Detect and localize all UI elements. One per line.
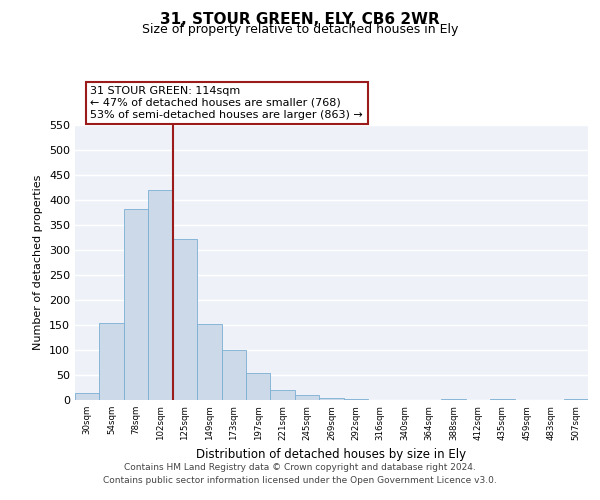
Bar bbox=[344, 399, 368, 400]
Bar bbox=[271, 390, 295, 400]
Bar bbox=[490, 398, 515, 400]
Bar bbox=[148, 190, 173, 400]
Text: 31 STOUR GREEN: 114sqm
← 47% of detached houses are smaller (768)
53% of semi-de: 31 STOUR GREEN: 114sqm ← 47% of detached… bbox=[91, 86, 363, 120]
Bar bbox=[295, 395, 319, 400]
Text: 31, STOUR GREEN, ELY, CB6 2WR: 31, STOUR GREEN, ELY, CB6 2WR bbox=[160, 12, 440, 28]
Bar bbox=[100, 322, 124, 400]
Bar bbox=[197, 324, 221, 400]
Bar bbox=[75, 392, 100, 400]
Bar bbox=[319, 398, 344, 400]
Bar bbox=[563, 398, 588, 400]
Text: Contains public sector information licensed under the Open Government Licence v3: Contains public sector information licen… bbox=[103, 476, 497, 485]
Bar bbox=[442, 398, 466, 400]
Text: Contains HM Land Registry data © Crown copyright and database right 2024.: Contains HM Land Registry data © Crown c… bbox=[124, 462, 476, 471]
X-axis label: Distribution of detached houses by size in Ely: Distribution of detached houses by size … bbox=[196, 448, 467, 461]
Bar bbox=[173, 238, 197, 400]
Bar bbox=[124, 208, 148, 400]
Y-axis label: Number of detached properties: Number of detached properties bbox=[34, 175, 43, 350]
Text: Size of property relative to detached houses in Ely: Size of property relative to detached ho… bbox=[142, 22, 458, 36]
Bar bbox=[221, 350, 246, 400]
Bar bbox=[246, 372, 271, 400]
